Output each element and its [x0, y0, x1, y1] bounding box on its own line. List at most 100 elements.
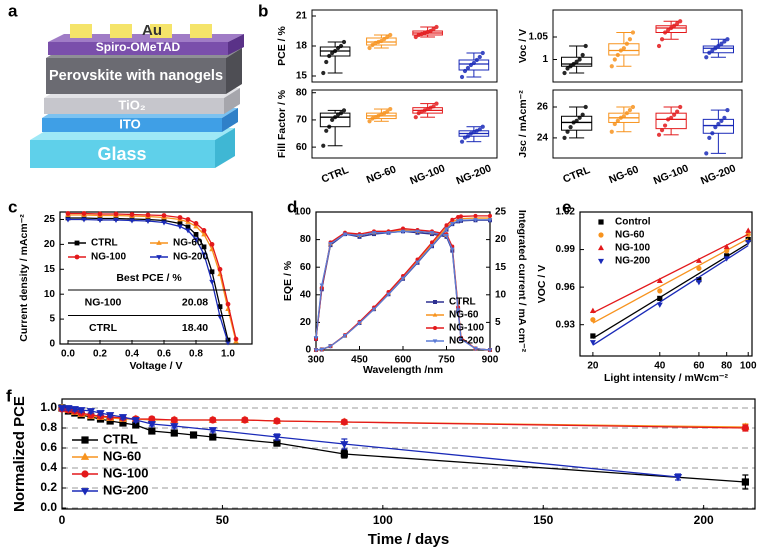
x-tick-label: 200	[694, 513, 714, 527]
data-point	[385, 34, 390, 40]
y-tick-label: 0.93	[556, 319, 576, 330]
data-point	[272, 434, 282, 442]
legend-label: NG-100	[449, 323, 484, 334]
plot-frame	[61, 398, 756, 510]
data-point	[615, 52, 620, 58]
table-title: Best PCE / %	[116, 272, 182, 284]
data-point	[672, 112, 677, 117]
x-tick-label: 150	[533, 513, 553, 527]
y-tick-label: 0	[305, 345, 311, 356]
data-point	[719, 118, 724, 124]
panel-letter: d	[287, 197, 297, 216]
y-axis-label: Current density / mAcm⁻²	[18, 214, 30, 342]
data-point	[273, 417, 281, 425]
tio2-front	[44, 98, 224, 114]
x-axis-label: Voltage / V	[130, 360, 183, 372]
data-point	[630, 30, 636, 35]
data-point	[565, 129, 570, 134]
panel-letter: e	[562, 197, 571, 216]
data-point	[568, 64, 573, 69]
ito-side	[222, 108, 238, 132]
data-point	[319, 347, 325, 352]
y-tick-label: 25	[44, 214, 56, 225]
data-point	[719, 41, 724, 46]
data-point	[148, 415, 156, 423]
data-point	[64, 405, 73, 413]
tio2-side	[224, 88, 240, 114]
data-point	[145, 219, 151, 224]
data-point	[609, 64, 614, 69]
data-point	[193, 221, 199, 226]
data-point	[745, 227, 752, 233]
data-point	[656, 277, 663, 283]
y-tick-label: 21	[296, 11, 308, 22]
data-point	[129, 212, 135, 217]
data-point	[725, 107, 730, 113]
data-point	[565, 66, 570, 71]
data-point	[656, 132, 662, 137]
glass-side	[215, 128, 235, 168]
data-point	[413, 34, 418, 40]
data-point	[388, 106, 393, 112]
data-point	[81, 217, 87, 223]
data-point	[722, 115, 727, 120]
au-pad	[190, 24, 212, 38]
y-tick-label: 20	[44, 239, 56, 250]
data-point	[480, 50, 485, 56]
data-point	[327, 53, 332, 59]
data-point	[330, 50, 335, 56]
data-point	[431, 26, 436, 32]
y-tick-label: 0	[49, 339, 55, 350]
data-point	[233, 336, 239, 342]
data-point	[590, 333, 596, 339]
x-tick-label: NG-100	[652, 162, 691, 187]
data-point	[713, 124, 718, 130]
spiro-side	[228, 34, 244, 55]
data-point	[97, 218, 103, 223]
data-point	[428, 28, 433, 34]
data-point	[723, 256, 730, 262]
x-tick-label: 50	[216, 513, 230, 527]
data-point	[710, 131, 715, 136]
glass-front	[30, 140, 215, 168]
data-point	[612, 57, 617, 62]
data-point	[450, 221, 455, 227]
y-axis-label: PCE / %	[276, 26, 288, 66]
data-point	[450, 247, 455, 252]
fit-line	[592, 238, 749, 324]
data-point	[96, 410, 105, 418]
data-point	[477, 54, 482, 60]
series-line	[61, 407, 746, 428]
data-point	[415, 229, 420, 234]
y-tick-label: 18	[296, 41, 308, 52]
data-point	[324, 59, 329, 65]
legend-symbol	[432, 339, 438, 344]
legend-label: NG-60	[173, 238, 203, 249]
data-point	[201, 228, 207, 233]
y-axis-label: Jsc / mAcm⁻²	[517, 90, 529, 158]
data-point	[225, 340, 231, 346]
x-tick-label: 900	[482, 355, 499, 366]
data-point	[328, 242, 333, 247]
data-point	[367, 119, 372, 124]
layer-label: ITO	[119, 116, 140, 131]
data-point	[562, 70, 567, 76]
data-point	[193, 237, 199, 243]
data-point	[105, 412, 115, 420]
legend-symbol	[74, 254, 80, 260]
data-point	[571, 61, 576, 67]
data-point	[415, 260, 420, 265]
table-cell: 20.08	[182, 297, 208, 309]
panel-letter: f	[6, 386, 12, 405]
data-point	[177, 224, 183, 230]
data-point	[444, 223, 449, 228]
data-point	[81, 211, 87, 216]
data-point	[458, 218, 464, 223]
data-point	[474, 57, 479, 63]
data-point	[340, 418, 348, 426]
legend-symbol	[81, 470, 89, 478]
data-point	[201, 252, 207, 258]
layer-label: Spiro-OMeTAD	[96, 40, 181, 54]
